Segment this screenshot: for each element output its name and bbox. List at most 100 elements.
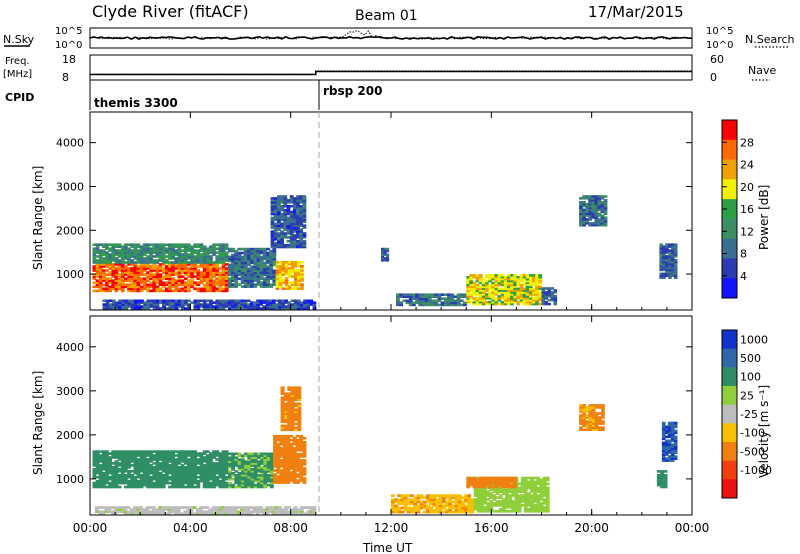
data-cell	[196, 275, 201, 278]
data-cell	[667, 421, 672, 425]
data-cell	[542, 488, 547, 491]
data-cell	[102, 299, 107, 302]
data-cell	[588, 210, 592, 214]
data-cell	[127, 485, 131, 489]
data-cell	[205, 269, 210, 272]
data-cell	[294, 396, 298, 399]
data-cell	[243, 508, 247, 511]
data-cell	[523, 494, 528, 497]
data-cell	[292, 220, 297, 223]
data-cell	[234, 464, 239, 467]
data-cell	[523, 504, 528, 507]
data-cell	[199, 473, 204, 477]
data-cell	[661, 423, 666, 427]
data-cell	[513, 480, 517, 483]
data-cell	[535, 295, 539, 298]
data-cell	[127, 462, 131, 465]
data-cell	[127, 249, 131, 252]
data-cell	[296, 232, 300, 235]
data-cell	[246, 508, 251, 511]
data-cell	[165, 473, 169, 477]
data-cell	[174, 263, 179, 266]
data-cell	[492, 490, 497, 493]
data-cell	[187, 253, 191, 256]
data-cell	[240, 454, 245, 457]
data-cell	[205, 247, 210, 250]
data-cell	[177, 287, 182, 291]
data-cell	[287, 408, 292, 412]
data-cell	[277, 220, 281, 223]
data-cell	[532, 302, 536, 306]
data-cell	[488, 291, 492, 294]
data-cell	[149, 301, 154, 304]
data-cell	[281, 265, 286, 268]
data-cell	[673, 449, 678, 452]
data-cell	[429, 508, 433, 512]
data-cell	[243, 510, 247, 514]
data-cell	[513, 476, 517, 480]
data-cell	[228, 263, 232, 267]
data-cell	[177, 454, 182, 457]
data-cell	[494, 482, 499, 485]
data-cell	[127, 277, 131, 280]
data-cell	[594, 418, 599, 421]
data-cell	[168, 279, 172, 282]
data-cell	[240, 269, 245, 273]
data-cell	[190, 245, 194, 248]
data-cell	[429, 506, 433, 510]
data-cell	[494, 276, 499, 279]
data-cell	[280, 224, 284, 227]
data-cell	[268, 508, 273, 511]
data-cell	[92, 475, 97, 479]
data-cell	[269, 273, 274, 276]
data-cell	[247, 454, 252, 457]
data-cell	[120, 271, 125, 274]
data-cell	[464, 508, 468, 512]
data-cell	[230, 506, 235, 509]
data-cell	[177, 305, 182, 308]
data-cell	[149, 251, 153, 254]
data-cell	[500, 283, 505, 287]
data-cell	[102, 275, 106, 278]
data-cell	[553, 298, 558, 302]
data-cell	[302, 479, 307, 482]
data-cell	[120, 471, 125, 475]
data-cell	[118, 301, 122, 304]
data-cell	[299, 216, 304, 220]
data-cell	[256, 273, 261, 276]
data-cell	[494, 293, 499, 296]
data-cell	[282, 463, 287, 466]
data-cell	[500, 484, 505, 487]
data-cell	[292, 203, 297, 206]
data-cell	[136, 269, 141, 272]
data-cell	[673, 445, 678, 448]
data-cell	[400, 494, 405, 497]
data-cell	[294, 279, 298, 282]
data-cell	[139, 259, 144, 262]
data-cell	[438, 504, 443, 508]
data-cell	[594, 201, 599, 204]
data-cell	[202, 245, 207, 248]
data-cell	[221, 477, 226, 481]
data-cell	[489, 494, 494, 497]
data-cell	[92, 485, 97, 489]
data-cell	[438, 506, 443, 510]
data-cell	[292, 469, 297, 472]
data-cell	[130, 460, 134, 463]
data-cell	[302, 220, 307, 223]
data-cell	[284, 285, 289, 288]
data-cell	[582, 202, 586, 206]
data-cell	[297, 428, 302, 432]
data-cell	[488, 277, 492, 281]
data-cell	[221, 464, 226, 467]
data-cell	[240, 299, 245, 302]
data-cell	[302, 243, 307, 247]
data-cell	[193, 271, 197, 274]
data-cell	[240, 510, 244, 514]
data-cell	[585, 214, 589, 217]
data-cell	[448, 498, 453, 502]
data-cell	[263, 452, 268, 456]
data-cell	[603, 224, 608, 227]
data-cell	[165, 462, 169, 465]
data-cell	[661, 459, 666, 462]
